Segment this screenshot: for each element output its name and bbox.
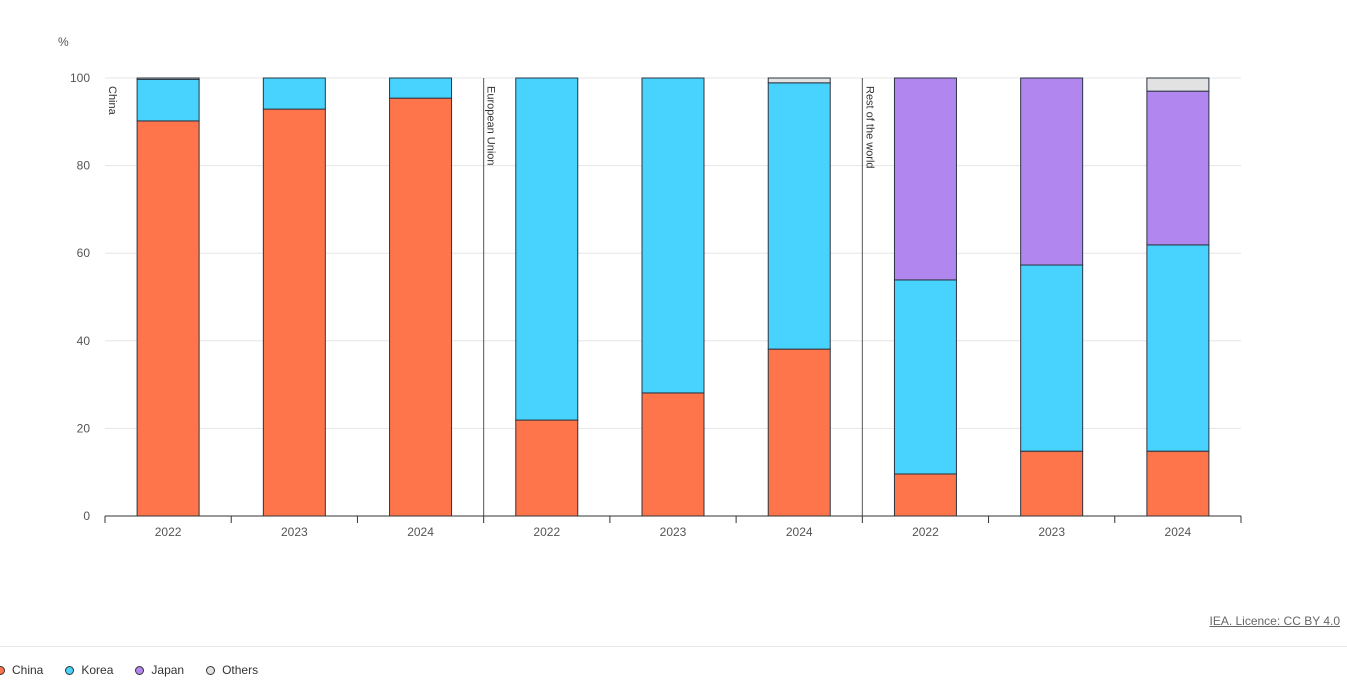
bar-china	[389, 97, 453, 517]
bar-korea	[1020, 264, 1084, 452]
y-tick-label: 40	[77, 334, 91, 348]
bar-china	[641, 392, 705, 517]
bar-korea	[893, 279, 957, 475]
x-tick-label: 2024	[786, 525, 813, 539]
y-tick-label: 60	[77, 246, 91, 260]
legend-swatch	[0, 665, 5, 675]
bar-japan	[1020, 77, 1084, 266]
x-tick-label: 2022	[533, 525, 560, 539]
legend-label: China	[12, 663, 44, 677]
bar-china	[767, 348, 831, 517]
licence-link[interactable]: IEA. Licence: CC BY 4.0	[1209, 614, 1340, 628]
x-tick-label: 2023	[1038, 525, 1065, 539]
y-tick-label: 100	[70, 71, 90, 85]
bar-china	[515, 419, 579, 517]
bar-others	[767, 77, 831, 84]
divider	[0, 646, 1347, 647]
legend-item-others[interactable]: Others	[206, 663, 258, 677]
bar-china	[136, 120, 200, 517]
y-tick-label: 20	[77, 421, 91, 435]
legend-swatch	[206, 665, 216, 675]
group-label: China	[106, 86, 118, 116]
x-tick-label: 2023	[281, 525, 308, 539]
legend-label: Japan	[151, 663, 185, 677]
bar-china	[262, 108, 326, 517]
legend-label: Korea	[81, 663, 114, 677]
bar-korea	[641, 77, 705, 394]
legend-swatch	[65, 665, 75, 675]
x-tick-label: 2022	[912, 525, 939, 539]
bar-korea	[262, 77, 326, 110]
legend: China Korea Japan Others	[0, 663, 280, 677]
legend-label: Others	[222, 663, 259, 677]
bar-others	[1146, 77, 1210, 92]
y-tick-label: 80	[77, 159, 91, 173]
bar-japan	[893, 77, 957, 281]
bar-korea	[1146, 244, 1210, 452]
bar-korea	[389, 77, 453, 99]
legend-item-japan[interactable]: Japan	[135, 663, 184, 677]
bar-korea	[767, 82, 831, 350]
x-tick-label: 2024	[1165, 525, 1192, 539]
x-tick-label: 2024	[407, 525, 434, 539]
group-label: Rest of the world	[863, 86, 875, 169]
y-axis-unit: %	[58, 35, 69, 49]
bar-korea	[515, 77, 579, 421]
bar-china	[1146, 450, 1210, 517]
bar-japan	[1146, 90, 1210, 246]
y-tick-label: 0	[83, 509, 90, 523]
bar-china	[1020, 450, 1084, 517]
x-tick-label: 2022	[155, 525, 182, 539]
bar-korea	[136, 78, 200, 122]
group-label: European Union	[485, 86, 497, 166]
bar-china	[893, 473, 957, 517]
legend-item-china[interactable]: China	[0, 663, 43, 677]
legend-item-korea[interactable]: Korea	[65, 663, 113, 677]
x-tick-label: 2023	[660, 525, 687, 539]
bar-others	[136, 77, 200, 80]
stacked-bar-chart: % 0 20 40 60 80 100 China 2022 2023 2024 European U…	[58, 35, 1242, 539]
legend-swatch	[135, 665, 145, 675]
